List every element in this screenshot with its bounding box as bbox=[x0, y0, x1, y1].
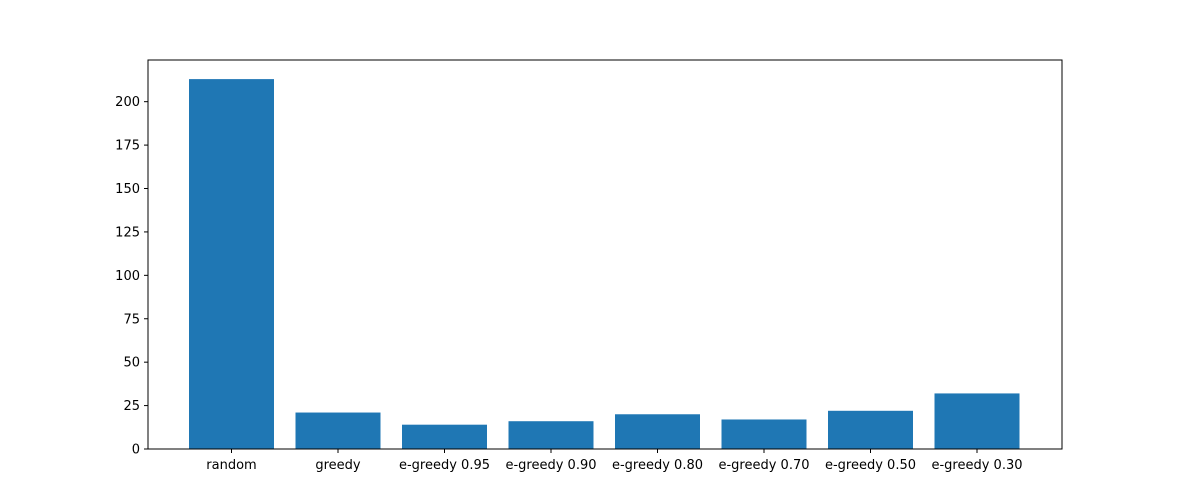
bar-random bbox=[189, 79, 274, 450]
bar-e-greedy-070 bbox=[721, 419, 807, 449]
x-tick-label: e-greedy 0.70 bbox=[718, 458, 809, 473]
x-tick-label: random bbox=[206, 458, 256, 473]
x-tick-label: e-greedy 0.90 bbox=[505, 458, 596, 473]
x-axis: random greedy e-greedy 0.95 e-greedy 0.90 e-… bbox=[206, 449, 1023, 473]
x-tick-label: e-greedy 0.50 bbox=[825, 458, 916, 473]
y-tick-label: 50 bbox=[123, 356, 140, 371]
x-tick-label: greedy bbox=[315, 458, 361, 473]
bar-e-greedy-090 bbox=[508, 421, 594, 449]
bar-greedy bbox=[295, 412, 381, 449]
y-tick-label: 150 bbox=[115, 182, 140, 197]
y-tick-label: 0 bbox=[132, 443, 140, 458]
x-tick-label: e-greedy 0.30 bbox=[931, 458, 1022, 473]
y-tick-label: 175 bbox=[115, 139, 140, 154]
y-tick-label: 75 bbox=[123, 312, 140, 327]
y-tick-label: 25 bbox=[123, 399, 140, 414]
y-tick-label: 200 bbox=[115, 95, 140, 110]
plot-frame bbox=[147, 59, 1063, 450]
bars-group bbox=[189, 79, 1020, 450]
y-tick-label: 100 bbox=[115, 269, 140, 284]
x-tick-label: e-greedy 0.80 bbox=[612, 458, 703, 473]
bar-e-greedy-030 bbox=[934, 393, 1020, 449]
bar-e-greedy-050 bbox=[828, 410, 913, 449]
y-tick-label: 125 bbox=[115, 225, 140, 240]
bar-e-greedy-080 bbox=[615, 414, 700, 449]
x-tick-label: e-greedy 0.95 bbox=[399, 458, 490, 473]
bar-e-greedy-095 bbox=[402, 424, 487, 449]
y-axis: 0 25 50 75 100 125 150 175 200 bbox=[115, 95, 148, 458]
